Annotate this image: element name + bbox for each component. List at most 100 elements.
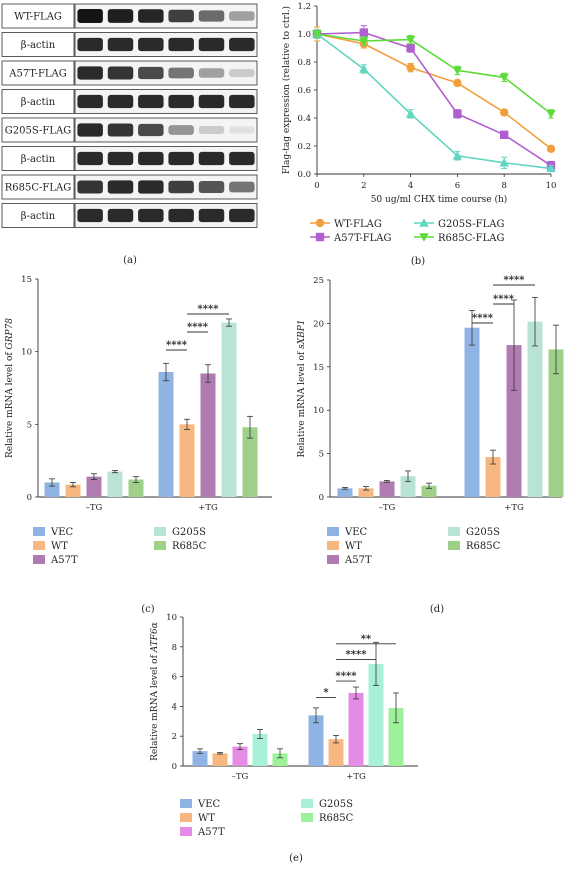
- bar: [348, 692, 364, 766]
- legend-label: G205S: [466, 527, 500, 538]
- blot-band: [198, 125, 225, 135]
- blot-label-box: [1, 174, 75, 200]
- significance-bracket: *: [316, 687, 336, 698]
- bar-series-g205s: [252, 641, 384, 766]
- data-point: [452, 66, 463, 76]
- y-axis-label-gene: GRP78: [5, 318, 15, 350]
- legend-item: R685C-FLAG: [414, 233, 504, 244]
- legend-label: VEC: [50, 527, 74, 538]
- bar: [44, 482, 60, 497]
- x-tick-label: 0: [314, 181, 319, 191]
- blot-band: [77, 9, 103, 23]
- legend-label: WT: [345, 541, 362, 552]
- blot-band: [77, 208, 103, 223]
- legend: VEC WT A57T G205S R685C: [327, 527, 501, 566]
- legend-swatch: [448, 527, 460, 536]
- legend-item: R685C: [154, 541, 207, 552]
- data-point: [405, 109, 416, 118]
- bar: [86, 476, 102, 497]
- bar: [421, 485, 437, 497]
- y-axis-label-prefix: Relative mRNA level of: [297, 349, 307, 458]
- legend-label: R685C: [319, 813, 354, 824]
- x-tick-label: 4: [408, 181, 413, 191]
- x-category-label: +TG: [198, 503, 218, 513]
- y-tick-label: 10: [21, 348, 32, 358]
- bar-series-r685c: [421, 324, 564, 497]
- data-point: [500, 130, 509, 139]
- legend-item: G205S: [301, 799, 353, 810]
- bar: [527, 321, 543, 497]
- blot-label-box: [1, 3, 75, 29]
- blot-band: [229, 181, 255, 193]
- legend-item: WT: [327, 541, 362, 552]
- blot-band: [229, 94, 255, 109]
- legend-label: A57T: [344, 555, 372, 566]
- bar: [221, 322, 237, 497]
- legend-label: A57T: [50, 555, 78, 566]
- significance-bracket: ****: [493, 294, 515, 305]
- significance-bracket: ****: [472, 313, 494, 324]
- blot-strip: [74, 60, 258, 86]
- blot-row-label: β-actin: [21, 211, 56, 222]
- bar: [400, 476, 416, 497]
- bar-series-wt: [358, 449, 501, 497]
- blot-band: [168, 180, 194, 194]
- blot-band: [229, 11, 255, 21]
- bar: [358, 488, 374, 497]
- data-point: [315, 218, 325, 228]
- blot-row-label: β-actin: [21, 97, 56, 108]
- panel-label-c: (c): [141, 604, 155, 615]
- series-a57t-flag: [312, 25, 556, 171]
- legend-item: WT: [180, 813, 215, 824]
- blot-band: [229, 37, 255, 52]
- legend-label: G205S: [319, 799, 353, 810]
- blot-strip: [74, 203, 258, 228]
- blot-band: [77, 180, 103, 194]
- panel-label-b: (b): [411, 256, 425, 267]
- y-tick-label: 6: [172, 673, 177, 683]
- legend-label: R685C-FLAG: [438, 233, 504, 244]
- legend-label: A57T-FLAG: [333, 233, 392, 244]
- bar: [328, 739, 344, 766]
- y-axis-label-prefix: Relative mRNA level of: [150, 652, 160, 761]
- blot-band: [198, 181, 225, 193]
- y-tick-label: 0.4: [297, 114, 311, 124]
- blot-label-box: [1, 32, 75, 57]
- bar: [337, 488, 353, 497]
- significance-label: ****: [472, 313, 494, 324]
- blot-label-box: [1, 146, 75, 171]
- bar: [388, 707, 404, 766]
- data-point: [499, 73, 509, 83]
- legend-item: A57T: [327, 555, 372, 566]
- y-tick-label: 20: [313, 319, 324, 329]
- blot-row-label: G205S-FLAG: [5, 126, 71, 137]
- blot-strip: [74, 89, 258, 114]
- y-tick-label: 10: [166, 613, 177, 623]
- bar: [368, 663, 384, 766]
- x-tick-label: 8: [501, 181, 506, 191]
- y-axis-label-gene: ATF6α: [150, 622, 160, 653]
- data-point: [452, 151, 463, 160]
- significance-label: ****: [198, 304, 220, 315]
- blot-row: A57T-FLAG: [1, 60, 258, 86]
- y-tick-label: 5: [319, 450, 324, 460]
- significance-label: ****: [346, 649, 368, 660]
- significance-bracket: **: [336, 634, 396, 645]
- significance-label: ****: [336, 671, 358, 682]
- panel-label-e: (e): [289, 853, 303, 864]
- y-tick-label: 0: [319, 493, 324, 503]
- blot-row: β-actin: [1, 32, 258, 57]
- legend-label: WT: [51, 541, 68, 552]
- y-tick-label: 0.0: [297, 170, 311, 180]
- y-tick-label: 0: [27, 493, 32, 503]
- blot-band: [77, 94, 103, 109]
- data-point: [546, 110, 556, 119]
- bar-chart-panel-e: 0 2 4 6 8 10 –TG +TG Relative mRNA level of ATF6…: [150, 613, 418, 864]
- x-category-label: –TG: [232, 772, 249, 782]
- legend-label: R685C: [172, 541, 207, 552]
- y-tick-label: 0: [172, 762, 177, 772]
- bar: [379, 481, 395, 497]
- blot-band: [77, 66, 103, 80]
- bar: [192, 751, 208, 766]
